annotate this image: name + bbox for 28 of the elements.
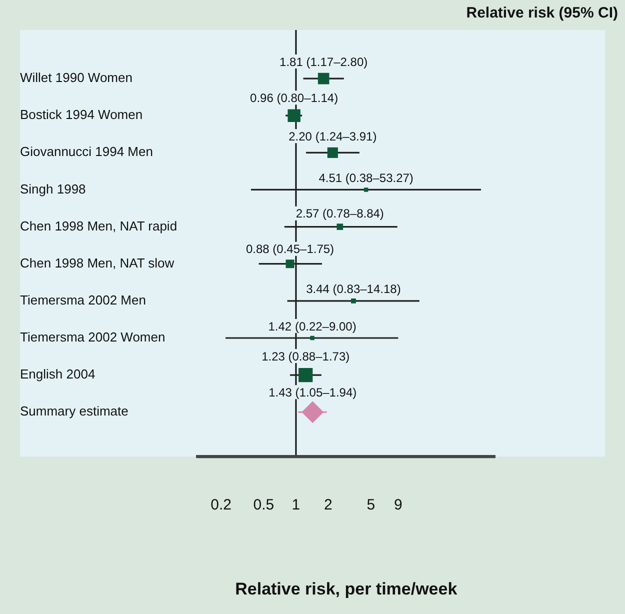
data-label: 3.44 (0.83–14.18)	[306, 282, 401, 296]
data-label: 1.81 (1.17–2.80)	[280, 54, 368, 69]
data-label: 1.43 (1.05–1.94)	[268, 385, 357, 400]
x-tick-label: 9	[394, 496, 402, 514]
y-tick-label: Summary estimate	[20, 404, 128, 419]
y-tick-label: Chen 1998 Men, NAT slow	[20, 255, 175, 270]
y-tick-label: Singh 1998	[20, 181, 86, 196]
data-label: 0.96 (0.80–1.14)	[250, 90, 338, 105]
data-label: 2.20 (1.24–3.91)	[288, 129, 377, 144]
y-tick-label: Bostick 1994 Women	[20, 107, 143, 122]
y-tick-label: Tiemersma 2002 Women	[20, 330, 166, 345]
x-tick-label: 2	[324, 496, 332, 514]
y-tick-label: Willet 1990 Women	[20, 70, 132, 86]
x-axis-title: Relative risk, per time/week	[235, 579, 458, 598]
x-tick-label: 5	[366, 496, 376, 514]
y-tick-label: English 2004	[20, 366, 96, 382]
x-tick-label: 0.5	[253, 496, 274, 514]
x-tick-label: 1	[292, 496, 300, 514]
data-label: 1.23 (0.88–1.73)	[262, 349, 350, 364]
data-label: 4.51 (0.38–53.27)	[318, 171, 414, 186]
y-tick-label: Giovannucci 1994 Men	[20, 144, 153, 160]
data-label: 1.42 (0.22–9.00)	[268, 319, 356, 334]
y-tick-label: Tiemersma 2002 Men	[20, 292, 146, 308]
y-tick-label: Chen 1998 Men, NAT rapid	[20, 218, 178, 234]
data-label: 0.88 (0.45–1.75)	[246, 242, 334, 256]
data-label: 2.57 (0.78–8.84)	[296, 206, 384, 221]
text: Relative risk (95% CI)	[466, 4, 618, 22]
x-tick-label: 0.2	[210, 496, 232, 514]
